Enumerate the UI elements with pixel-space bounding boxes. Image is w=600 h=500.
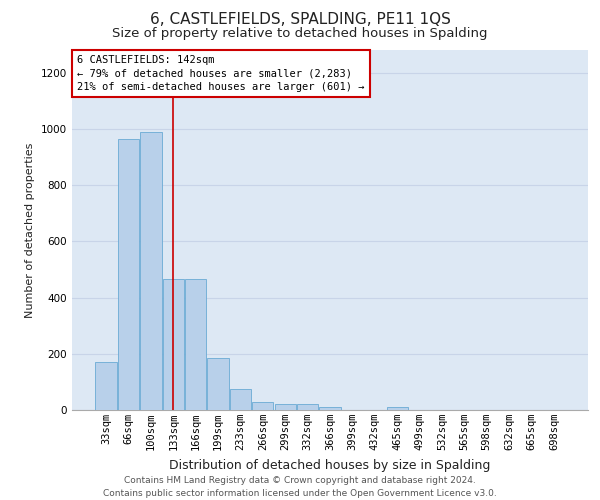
Bar bbox=[275, 404, 296, 410]
Bar bbox=[185, 279, 206, 410]
Bar bbox=[163, 279, 184, 410]
Text: Size of property relative to detached houses in Spalding: Size of property relative to detached ho… bbox=[112, 28, 488, 40]
Text: Contains HM Land Registry data © Crown copyright and database right 2024.
Contai: Contains HM Land Registry data © Crown c… bbox=[103, 476, 497, 498]
Bar bbox=[140, 132, 161, 410]
X-axis label: Distribution of detached houses by size in Spalding: Distribution of detached houses by size … bbox=[169, 458, 491, 471]
Text: 6 CASTLEFIELDS: 142sqm
← 79% of detached houses are smaller (2,283)
21% of semi-: 6 CASTLEFIELDS: 142sqm ← 79% of detached… bbox=[77, 56, 365, 92]
Bar bbox=[230, 389, 251, 410]
Text: 6, CASTLEFIELDS, SPALDING, PE11 1QS: 6, CASTLEFIELDS, SPALDING, PE11 1QS bbox=[149, 12, 451, 28]
Bar bbox=[252, 402, 274, 410]
Bar bbox=[297, 404, 318, 410]
Y-axis label: Number of detached properties: Number of detached properties bbox=[25, 142, 35, 318]
Bar bbox=[118, 138, 139, 410]
Bar bbox=[386, 406, 408, 410]
Bar bbox=[208, 358, 229, 410]
Bar bbox=[319, 406, 341, 410]
Bar bbox=[95, 362, 117, 410]
